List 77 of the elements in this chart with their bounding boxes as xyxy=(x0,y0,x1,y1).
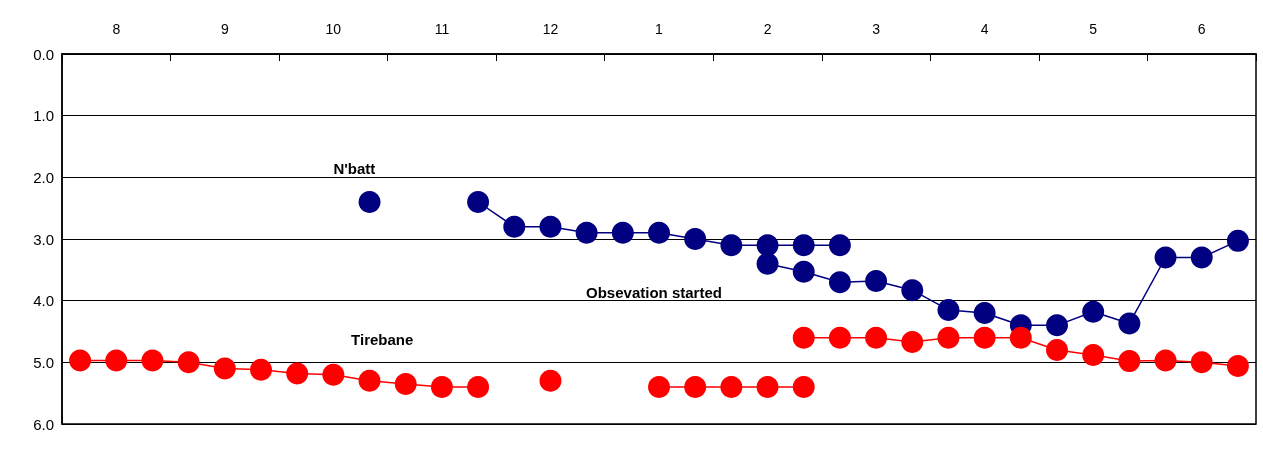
point xyxy=(358,191,381,213)
x-tick-label: 2 xyxy=(763,21,772,37)
annotation: Tirebane xyxy=(351,330,414,348)
x-tick-label: 11 xyxy=(434,21,450,37)
point xyxy=(358,369,381,392)
point xyxy=(756,376,779,398)
point xyxy=(69,349,92,372)
point xyxy=(250,358,272,381)
point xyxy=(792,326,815,349)
point xyxy=(720,376,743,398)
x-tick-label: 6 xyxy=(1197,21,1206,37)
point xyxy=(828,234,851,257)
point xyxy=(937,298,960,321)
point xyxy=(1118,312,1141,335)
annotation: Obsevation started xyxy=(586,284,722,302)
point xyxy=(792,376,815,398)
point xyxy=(213,357,236,380)
point xyxy=(1046,314,1068,337)
point xyxy=(973,302,996,324)
y-tick-label: 0.0 xyxy=(33,45,54,63)
point xyxy=(684,228,707,250)
point xyxy=(1226,229,1249,252)
point xyxy=(1190,351,1213,374)
point xyxy=(792,260,815,283)
point xyxy=(901,279,924,302)
point xyxy=(539,215,562,238)
point xyxy=(394,372,417,395)
point xyxy=(1009,326,1032,349)
point xyxy=(937,326,960,349)
y-tick-label: 3.0 xyxy=(33,230,54,248)
point xyxy=(539,369,562,392)
x-tick-label: 9 xyxy=(220,21,229,37)
point xyxy=(1154,246,1177,269)
x-tick-label: 3 xyxy=(872,21,881,37)
point xyxy=(141,349,164,372)
point xyxy=(575,221,598,244)
point xyxy=(467,376,490,398)
point xyxy=(1082,300,1105,323)
point xyxy=(828,326,851,349)
point xyxy=(467,191,490,213)
point xyxy=(430,376,453,398)
x-tick-label: 1 xyxy=(655,21,664,37)
x-tick-label: 10 xyxy=(325,21,342,37)
x-tick-label: 8 xyxy=(112,21,121,37)
annotation: N'batt xyxy=(333,159,376,177)
point xyxy=(973,326,996,349)
y-tick-label: 5.0 xyxy=(33,353,54,371)
point xyxy=(286,362,309,385)
point xyxy=(901,330,924,353)
point xyxy=(1154,349,1177,372)
point xyxy=(756,234,779,257)
point xyxy=(1046,339,1068,361)
y-tick-label: 1.0 xyxy=(33,107,54,125)
x-tick-label: 4 xyxy=(980,21,989,37)
point xyxy=(611,221,634,244)
y-tick-label: 4.0 xyxy=(33,292,54,310)
point xyxy=(865,269,888,292)
y-tick-label: 6.0 xyxy=(33,415,54,433)
point xyxy=(1190,246,1213,269)
point xyxy=(177,351,200,374)
point xyxy=(828,271,851,294)
point xyxy=(756,252,779,275)
point xyxy=(865,326,888,349)
point xyxy=(1118,350,1141,373)
point xyxy=(322,363,345,386)
x-tick-label: 5 xyxy=(1089,21,1098,37)
x-tick-label: 12 xyxy=(542,21,559,37)
point xyxy=(105,349,128,372)
point xyxy=(503,215,526,238)
point xyxy=(792,234,815,257)
point xyxy=(684,376,707,398)
point xyxy=(648,376,670,398)
point xyxy=(720,234,743,257)
point xyxy=(648,221,670,244)
point xyxy=(1226,355,1249,378)
point xyxy=(1082,343,1105,366)
y-tick-label: 2.0 xyxy=(33,168,54,186)
